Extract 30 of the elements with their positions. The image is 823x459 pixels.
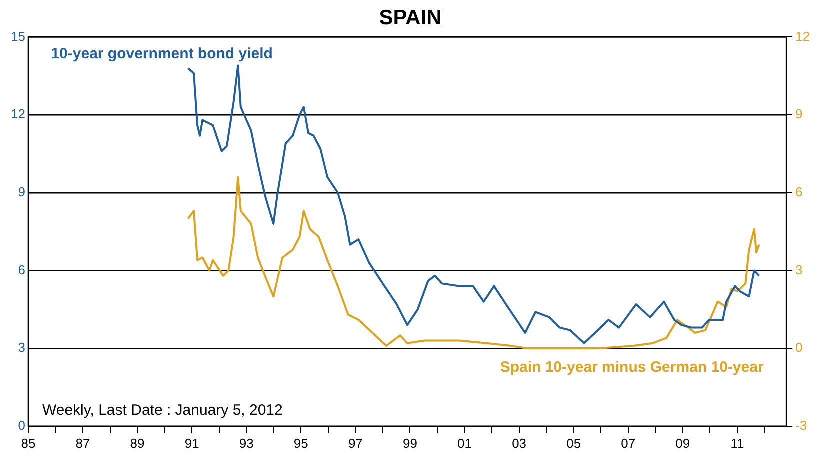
x-tick-label: 91 [184,436,200,451]
x-tick-label: 01 [458,436,472,451]
y-tick-label: 15 [10,28,26,44]
y2-tick-label: -3 [796,418,808,433]
x-tick-label: 11 [730,436,744,451]
y-tick-label: 9 [18,184,26,200]
y-tick-label: 0 [18,418,26,433]
y2-tick-label: 3 [796,262,803,278]
x-tick-label: 09 [676,436,690,451]
x-tick-label: 85 [21,436,36,451]
x-tick-label: 87 [76,436,90,451]
y2-tick-label: 0 [796,340,803,356]
y2-tick-label: 12 [796,28,810,44]
x-tick-label: 97 [348,436,363,451]
series-label: 10-year government bond yield [51,46,273,63]
y2-tick-label: 6 [796,184,803,200]
y-tick-label: 6 [18,262,26,278]
x-tick-label: 93 [239,436,254,451]
x-tick-label: 89 [130,436,145,451]
chart-title: SPAIN [379,6,442,30]
x-tick-label: 07 [621,436,636,451]
x-tick-label: 03 [512,436,527,451]
annotation: Weekly, Last Date : January 5, 2012 [42,402,283,420]
x-tick-label: 05 [566,436,582,451]
y-tick-label: 3 [18,340,26,356]
y2-tick-label: 9 [796,106,803,122]
y-tick-label: 12 [10,106,26,122]
x-tick-label: 95 [294,436,308,451]
series-label: Spain 10-year minus German 10-year [500,358,764,376]
x-tick-label: 99 [402,436,418,451]
